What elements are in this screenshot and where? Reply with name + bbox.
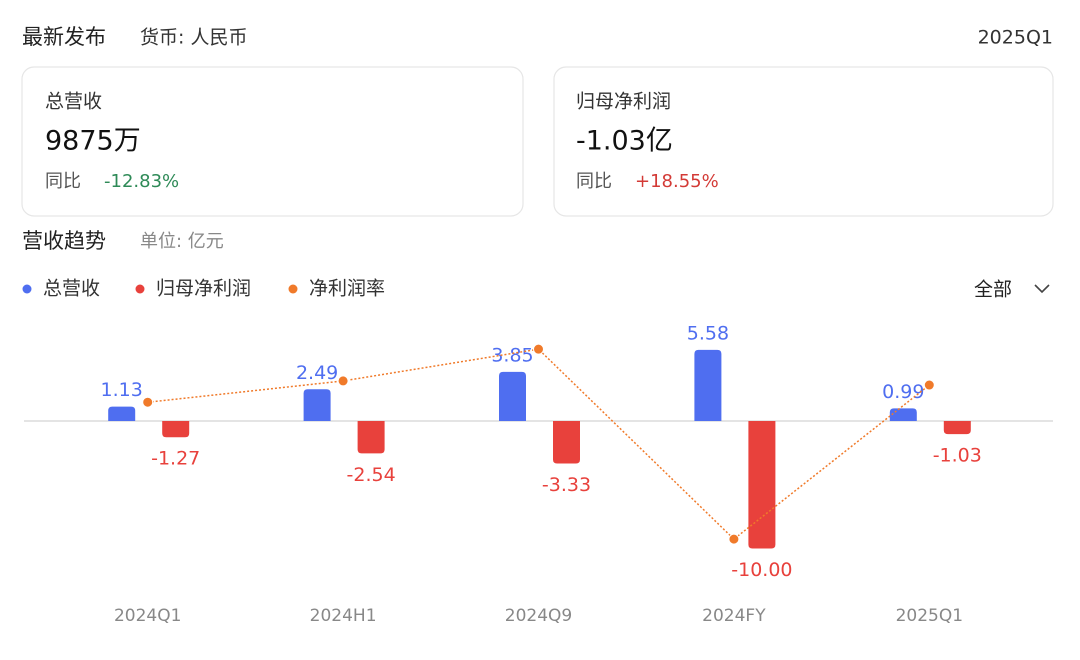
section-title: 营收趋势 [22,229,106,253]
value-label: -2.54 [347,464,396,486]
legend-dot [288,284,298,294]
bar [889,408,917,421]
value-label: -1.27 [151,448,200,470]
rate-point [728,533,740,545]
change: -12.83% [104,171,179,192]
card [21,66,524,217]
value-label: -3.33 [542,474,591,496]
x-tick-label: 2024Q9 [505,606,572,626]
card [553,66,1054,217]
card-title: 归母净利润 [576,91,671,113]
currency: 货币: 人民币 [140,27,247,49]
bar [943,421,971,435]
bar [357,421,385,454]
value-label: 1.13 [101,379,143,401]
header-title: 最新发布 [22,25,106,49]
card-value: -1.03亿 [576,126,673,157]
change-label: 同比 [576,171,612,192]
filter-label[interactable]: 全部 [974,279,1012,301]
rate-point [337,375,349,387]
rate-line [147,348,930,541]
bar [748,421,776,549]
x-tick-label: 2024H1 [310,606,377,626]
rate-point [142,396,154,408]
legend-label: 总营收 [43,278,100,300]
bar [553,421,580,464]
value-label: 0.99 [882,381,924,403]
bar [499,371,526,421]
filter-dropdown[interactable]: 全部 [974,279,1050,301]
period: 2025Q1 [978,27,1053,49]
x-tick-label: 2024FY [702,606,766,626]
unit: 单位: 亿元 [140,231,224,252]
x-tick-label: 2025Q1 [896,606,963,626]
bar [303,389,331,421]
change: +18.55% [635,171,719,192]
value-label: -1.03 [933,445,982,467]
value-label: 5.58 [687,322,729,344]
bar [108,406,136,421]
bar [162,421,190,438]
card-title: 总营收 [45,91,102,113]
change-label: 同比 [45,171,81,192]
card-value: 9875万 [45,126,141,157]
legend-dot [22,284,32,294]
bar [694,349,722,421]
value-label: 3.85 [491,344,533,366]
legend-dot [135,284,145,294]
legend-label: 净利润率 [309,278,385,300]
rate-point [533,343,544,355]
value-label: -10.00 [731,559,792,581]
chevron[interactable] [1034,284,1050,294]
value-label: 2.49 [296,362,338,384]
rate-point [923,379,935,391]
legend-label: 归母净利润 [156,278,251,300]
x-tick-label: 2024Q1 [114,606,181,626]
